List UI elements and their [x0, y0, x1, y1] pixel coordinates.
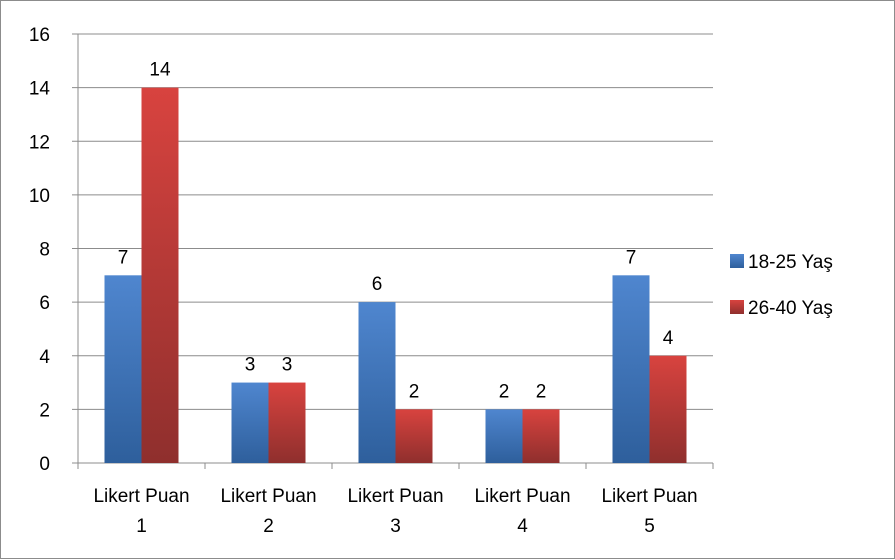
bar-series-2 — [522, 409, 560, 463]
x-category-label: 4 — [517, 516, 528, 537]
bar-series-2 — [395, 409, 433, 463]
data-label: 14 — [149, 60, 171, 81]
data-label: 2 — [499, 381, 510, 402]
bar-series-1 — [612, 275, 650, 463]
y-tick-label: 10 — [29, 186, 50, 207]
x-category-label: 3 — [390, 516, 401, 537]
data-label: 7 — [118, 247, 129, 268]
x-category-label: Likert Puan — [474, 486, 570, 507]
legend: 18-25 Yaş 26-40 Yaş — [730, 252, 833, 319]
bar-series-2 — [141, 87, 179, 463]
bar-series-1 — [104, 275, 142, 463]
y-tick-label: 14 — [29, 79, 51, 100]
legend-swatch — [730, 254, 744, 268]
data-label: 3 — [245, 355, 256, 376]
data-labels: 7 14 3 3 6 2 2 2 7 4 — [118, 60, 674, 403]
y-tick-label: 16 — [29, 25, 50, 46]
bar-series-2 — [268, 382, 306, 463]
data-label: 2 — [409, 381, 420, 402]
data-label: 2 — [536, 381, 547, 402]
y-tick-label: 8 — [39, 240, 50, 261]
legend-label: 18-25 Yaş — [748, 252, 833, 273]
bar-series-1 — [485, 409, 523, 463]
bar-series-2 — [649, 355, 687, 463]
data-label: 4 — [663, 328, 674, 349]
x-category-label: Likert Puan — [220, 486, 316, 507]
legend-label: 26-40 Yaş — [748, 298, 833, 319]
data-label: 7 — [626, 247, 637, 268]
x-category-label: 1 — [136, 516, 147, 537]
y-tick-label: 2 — [39, 400, 50, 421]
data-label: 6 — [372, 274, 383, 295]
x-category-label: Likert Puan — [347, 486, 443, 507]
x-category-label: 5 — [644, 516, 655, 537]
bars — [104, 87, 687, 463]
y-tick-label: 12 — [29, 132, 50, 153]
y-tick-label: 6 — [39, 293, 50, 314]
x-category-label: 2 — [263, 516, 274, 537]
bar-series-1 — [231, 382, 269, 463]
x-category-label: Likert Puan — [93, 486, 189, 507]
y-tick-label: 4 — [39, 347, 50, 368]
data-label: 3 — [282, 355, 293, 376]
bar-series-1 — [358, 302, 396, 463]
axes: 0 2 4 6 8 10 12 14 16 Likert Puan 1 Likert Puan 2 Lik… — [29, 25, 714, 537]
legend-swatch — [730, 300, 744, 314]
y-tick-label: 0 — [39, 454, 50, 475]
x-category-label: Likert Puan — [601, 486, 697, 507]
